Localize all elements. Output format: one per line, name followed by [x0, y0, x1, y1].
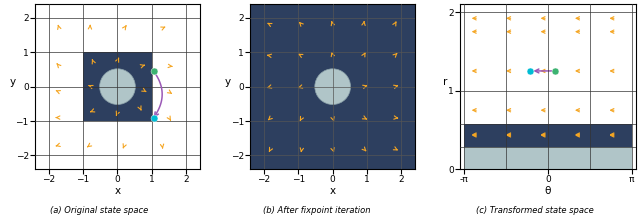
Y-axis label: y: y: [10, 77, 16, 87]
Circle shape: [100, 69, 135, 104]
Y-axis label: r: r: [443, 77, 447, 87]
Text: (a) Original state space: (a) Original state space: [50, 206, 148, 215]
X-axis label: θ: θ: [545, 186, 551, 196]
Text: (b) After fixpoint iteration: (b) After fixpoint iteration: [263, 206, 371, 215]
Bar: [464, 147, 632, 169]
X-axis label: x: x: [330, 186, 336, 196]
Circle shape: [315, 69, 351, 104]
Bar: [464, 124, 632, 147]
Y-axis label: y: y: [225, 77, 231, 87]
X-axis label: x: x: [115, 186, 120, 196]
Text: (c) Transformed state space: (c) Transformed state space: [476, 206, 593, 215]
Bar: [83, 52, 152, 121]
